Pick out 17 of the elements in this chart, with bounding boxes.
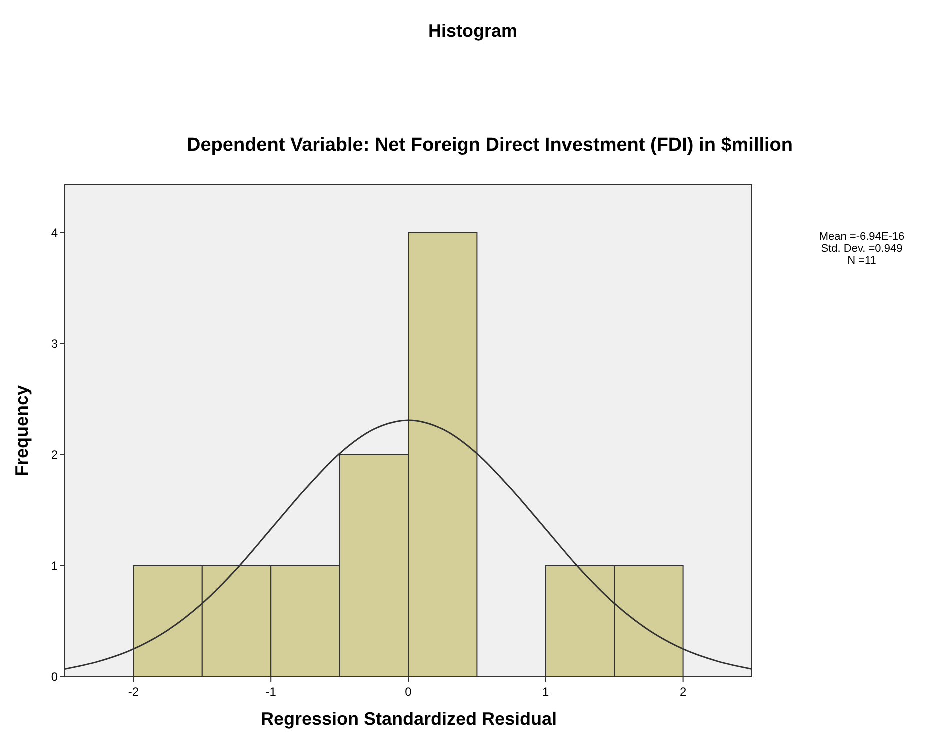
x-tick-label: 1 <box>542 685 550 699</box>
y-tick-label: 2 <box>51 448 58 462</box>
y-tick-label: 1 <box>51 558 58 573</box>
text: Mean =-6.94E-16 <box>819 231 905 243</box>
x-tick-label: 2 <box>680 685 687 699</box>
x-tick-label: -1 <box>266 685 277 699</box>
y-tick-label: 0 <box>51 670 58 684</box>
chart-subtitle: Dependent Variable: Net Foreign Direct Investment (FDI) in $million <box>187 135 793 156</box>
x-tick-label: 0 <box>405 685 412 699</box>
text: Std. Dev. =0.949 <box>821 243 903 255</box>
x-axis-title: Regression Standardized Residual <box>260 709 558 729</box>
chart-title: Histogram <box>428 21 518 41</box>
text: N =11 <box>848 255 876 267</box>
y-tick-label: 3 <box>51 336 58 351</box>
y-tick-label: 4 <box>51 226 58 240</box>
y-axis-title: Frequency <box>12 385 32 477</box>
x-tick-label: -2 <box>128 685 140 699</box>
